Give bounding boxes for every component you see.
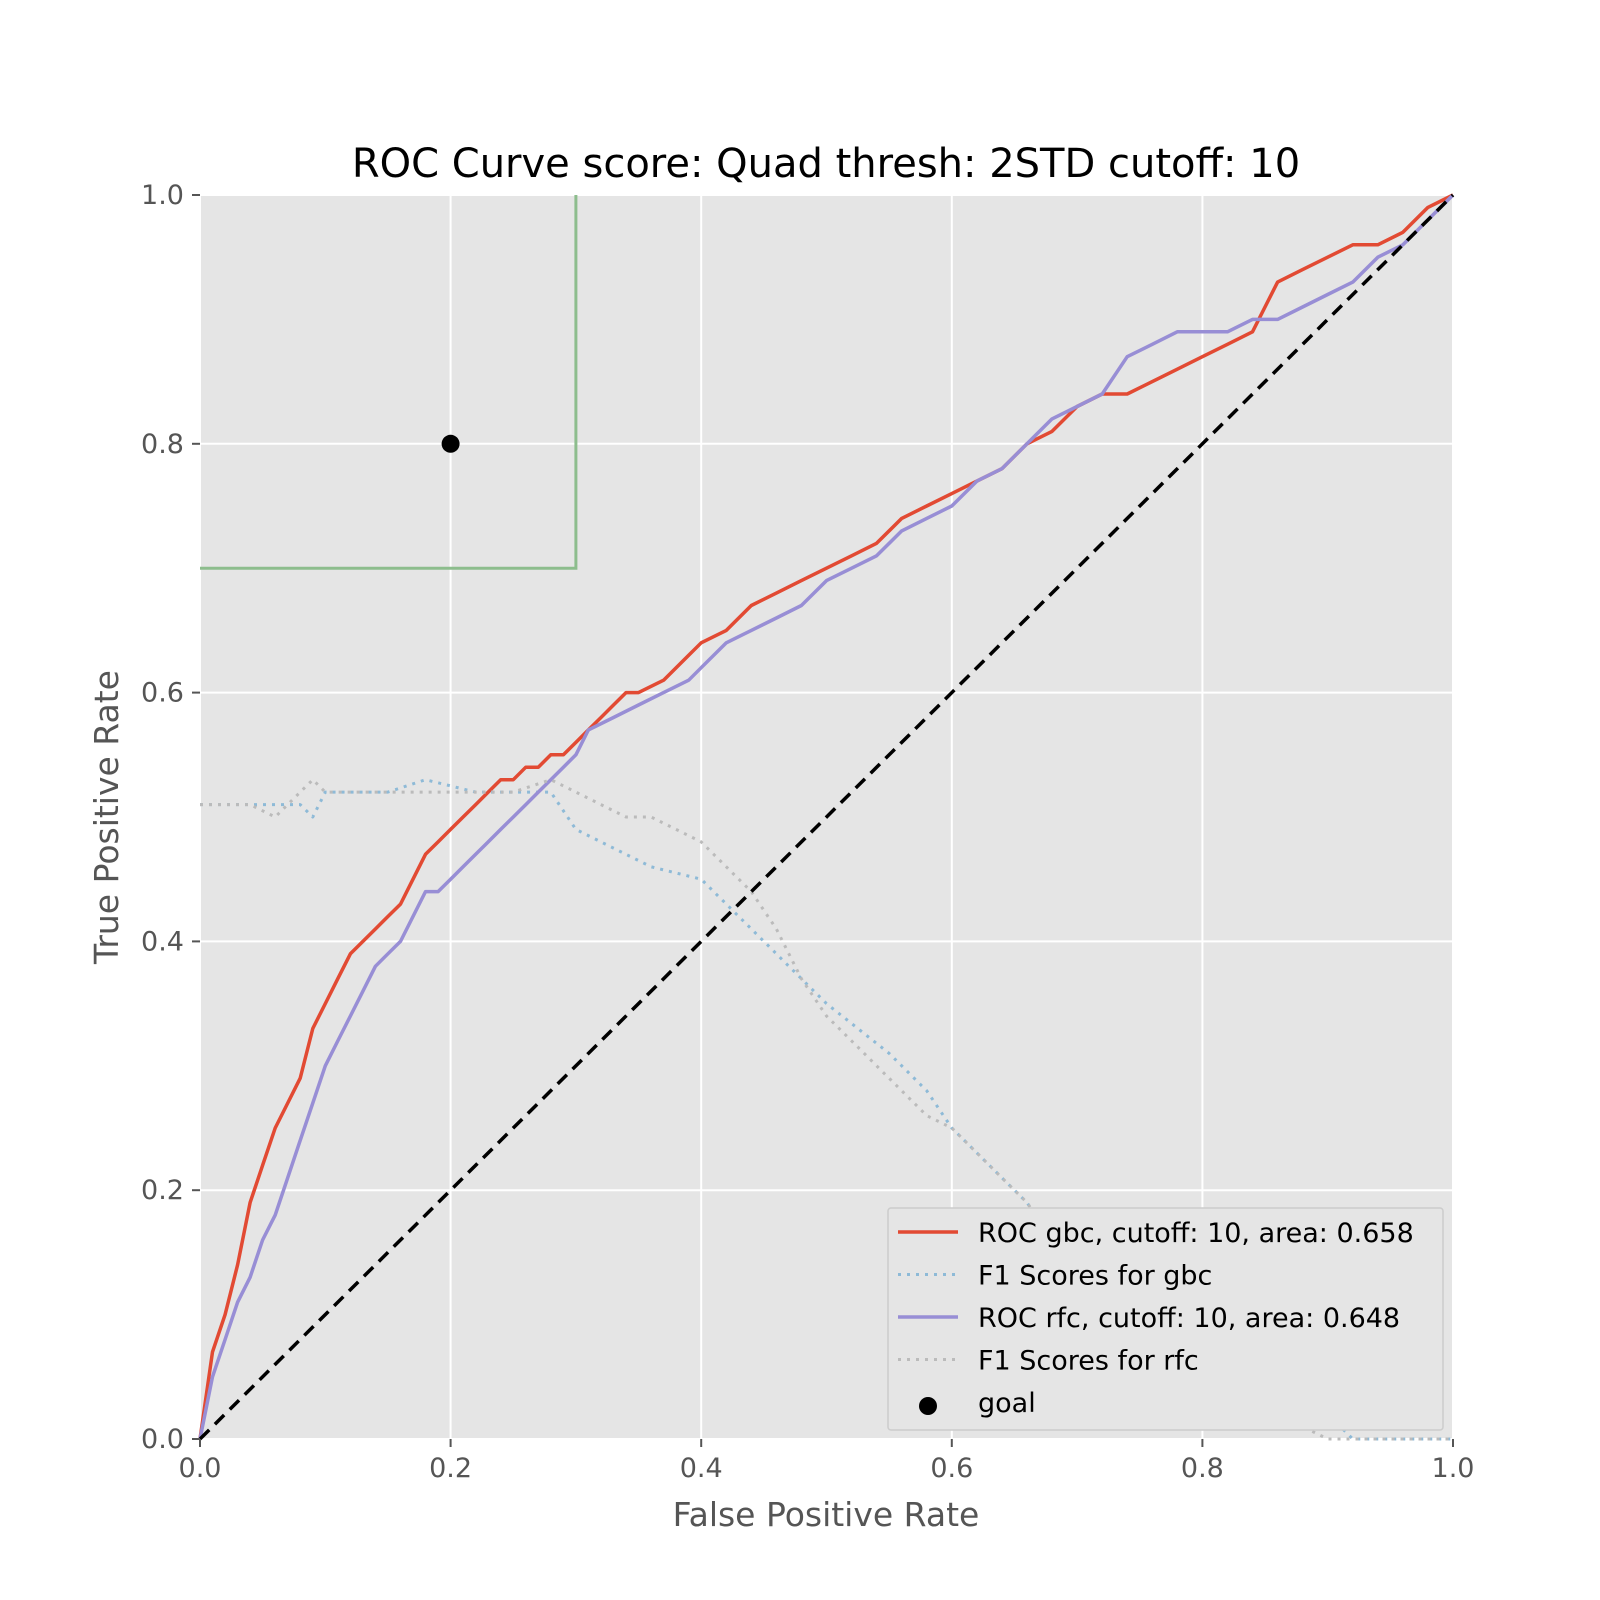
legend-label-2: ROC rfc, cutoff: 10, area: 0.648	[978, 1303, 1400, 1334]
series-layer	[198, 193, 1455, 1441]
grid	[199, 194, 1454, 1440]
x-tick-label: 1.0	[1432, 1453, 1475, 1484]
x-tick-label: 0.0	[179, 1453, 222, 1484]
series-line-2	[198, 193, 1455, 1440]
legend-marker-goal	[919, 1397, 937, 1415]
goal-region	[200, 195, 578, 570]
series-line-3	[200, 778, 1453, 1441]
y-axis-label: True Positive Rate	[87, 670, 126, 965]
x-tick-label: 0.6	[930, 1453, 973, 1484]
legend-label-1: F1 Scores for gbc	[978, 1261, 1212, 1292]
axes: 0.0 0.2 0.4 0.6 0.8 1.0 0.0 0.2 0.4 0.6 0.8 1.0	[141, 180, 1474, 1484]
legend-label-4: goal	[978, 1388, 1036, 1419]
goal-region-boundary	[200, 195, 578, 570]
x-axis-label: False Positive Rate	[673, 1495, 980, 1534]
goal-layer	[441, 434, 460, 453]
chart-title: ROC Curve score: Quad thresh: 2STD cutof…	[352, 141, 1300, 187]
legend-label-0: ROC gbc, cutoff: 10, area: 0.658	[978, 1218, 1414, 1249]
y-tick-label: 1.0	[141, 180, 184, 211]
x-tick-label: 0.2	[429, 1453, 472, 1484]
y-tick-label: 0.8	[141, 429, 184, 460]
x-tick-label: 0.8	[1181, 1453, 1224, 1484]
y-tick-label: 0.6	[141, 678, 184, 709]
diagonal-reference-line	[198, 193, 1455, 1441]
x-tick-label: 0.4	[680, 1453, 723, 1484]
y-tick-label: 0.0	[141, 1424, 184, 1455]
legend-box	[887, 1207, 1444, 1431]
y-tick-label: 0.4	[141, 926, 184, 957]
legend: ROC gbc, cutoff: 10, area: 0.658 F1 Score…	[887, 1207, 1444, 1431]
legend-label-3: F1 Scores for rfc	[978, 1346, 1199, 1377]
y-tick-label: 0.2	[141, 1175, 184, 1206]
series-line-0	[198, 193, 1454, 1440]
goal-point	[441, 434, 460, 453]
